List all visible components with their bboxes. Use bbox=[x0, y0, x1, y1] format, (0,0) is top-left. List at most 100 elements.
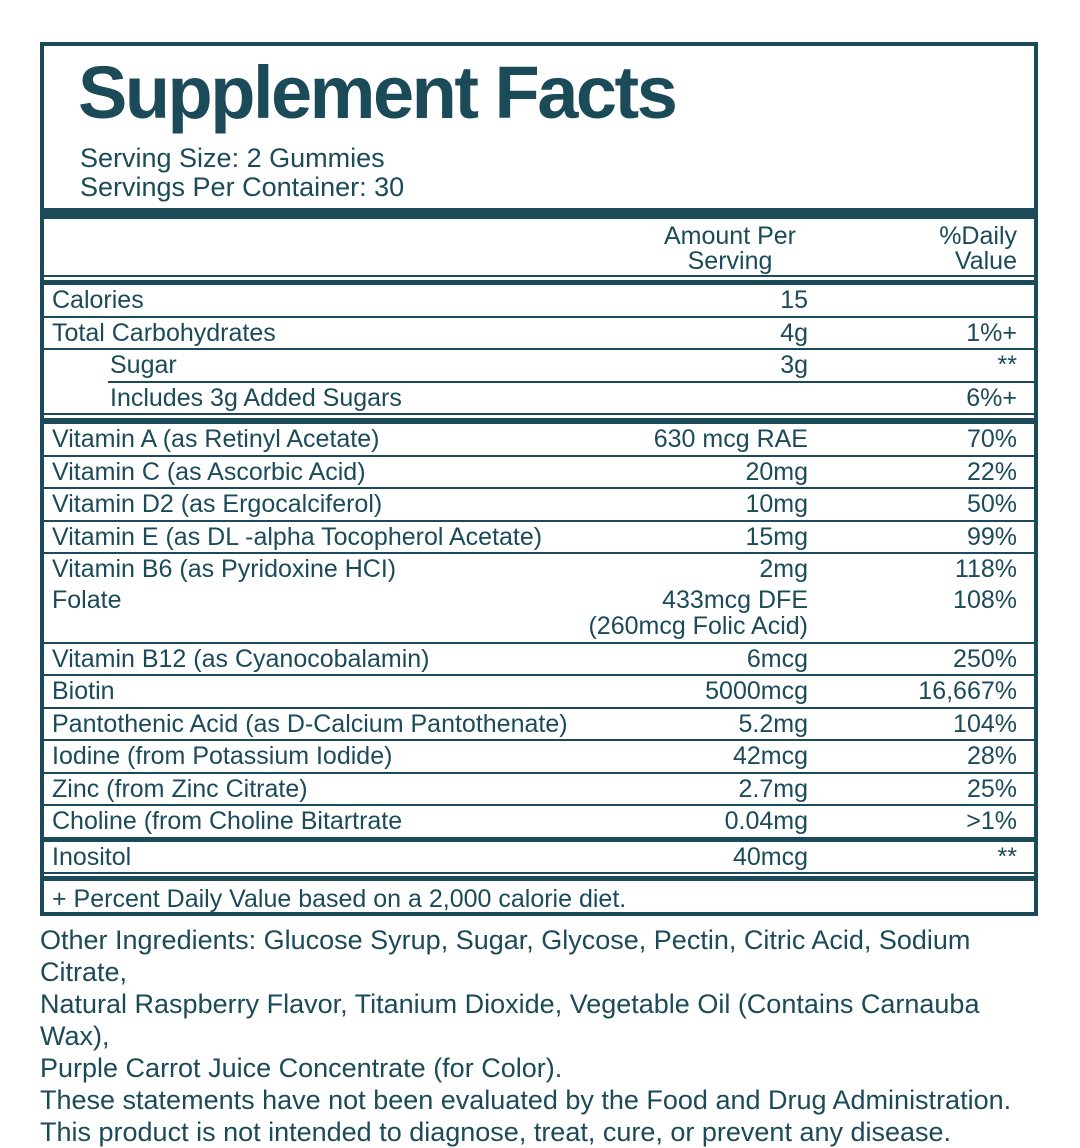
serving-size: Serving Size: 2 Gummies bbox=[80, 143, 385, 173]
nutrient-row: Vitamin C (as Ascorbic Acid) 20mg 22% bbox=[44, 457, 1034, 488]
header-rule-gap bbox=[44, 277, 1034, 280]
row-divider bbox=[44, 836, 1034, 842]
table-header: Amount Per Serving %Daily Value bbox=[44, 219, 1034, 275]
section-divider-bar bbox=[44, 208, 1034, 219]
row-divider bbox=[44, 415, 1034, 418]
fda-disclaimer-text: These statements have not been evaluated… bbox=[40, 1085, 1012, 1147]
nutrient-row: Includes 3g Added Sugars 6%+ bbox=[44, 383, 1034, 414]
row-divider bbox=[44, 454, 1034, 457]
nutrient-name: Pantothenic Acid (as D-Calcium Pantothen… bbox=[52, 709, 568, 738]
nutrient-row: Folate 433mcg DFE (260mcg Folic Acid) 10… bbox=[44, 585, 1034, 642]
nutrient-daily-value: 28% bbox=[966, 742, 1017, 770]
nutrient-row: Vitamin B12 (as Cyanocobalamin) 6mcg 250… bbox=[44, 644, 1034, 675]
nutrient-name: Vitamin B6 (as Pyridoxine HCI) bbox=[52, 555, 397, 583]
nutrient-name: Zinc (from Zinc Citrate) bbox=[52, 774, 308, 803]
nutrient-amount: 433mcg DFE (260mcg Folic Acid) bbox=[588, 585, 808, 640]
nutrient-row: Pantothenic Acid (as D-Calcium Pantothen… bbox=[44, 709, 1034, 740]
nutrient-amount: 6mcg bbox=[746, 644, 808, 673]
nutrient-daily-value: 104% bbox=[953, 709, 1017, 738]
nutrient-row: Vitamin E (as DL -alpha Tocopherol Aceta… bbox=[44, 522, 1034, 553]
nutrient-daily-value: ** bbox=[997, 842, 1017, 871]
nutrient-daily-value: >1% bbox=[966, 807, 1017, 835]
nutrient-name: Includes 3g Added Sugars bbox=[110, 383, 402, 412]
nutrient-daily-value: 99% bbox=[966, 522, 1017, 551]
nutrient-daily-value: 6%+ bbox=[966, 383, 1017, 412]
row-divider bbox=[44, 739, 1034, 741]
nutrient-amount: 630 mcg RAE bbox=[653, 425, 808, 453]
nutrient-amount bbox=[568, 385, 808, 412]
nutrient-amount: 40mcg bbox=[732, 842, 808, 871]
nutrient-row: Vitamin D2 (as Ergocalciferol) 10mg 50% bbox=[44, 489, 1034, 520]
column-header-amount-per-serving: Amount Per Serving bbox=[663, 222, 796, 275]
row-divider bbox=[44, 771, 1034, 774]
nutrient-daily-value bbox=[808, 287, 1017, 314]
nutrient-amount: 5000mcg bbox=[705, 677, 808, 705]
nutrient-name: Vitamin B12 (as Cyanocobalamin) bbox=[52, 644, 430, 673]
nutrient-name: Vitamin A (as Retinyl Acetate) bbox=[52, 425, 380, 453]
row-divider bbox=[44, 418, 1034, 424]
nutrient-name: Folate bbox=[52, 585, 122, 614]
supplement-facts-panel: Supplement Facts Serving Size: 2 Gummies… bbox=[40, 42, 1038, 916]
nutrient-daily-value: 118% bbox=[954, 555, 1017, 583]
nutrient-row: Total Carbohydrates 4g 1%+ bbox=[44, 318, 1034, 349]
nutrient-row: Inositol 40mcg ** bbox=[44, 842, 1034, 873]
row-divider bbox=[44, 674, 1034, 676]
nutrient-amount: 15mg bbox=[745, 522, 808, 551]
other-ingredients-text: Other Ingredients: Glucose Syrup, Sugar,… bbox=[40, 925, 980, 1083]
nutrient-name: Total Carbohydrates bbox=[52, 318, 276, 347]
row-divider bbox=[44, 552, 1034, 554]
nutrient-daily-value: 22% bbox=[966, 457, 1017, 486]
row-divider bbox=[44, 641, 1034, 644]
nutrient-row: Biotin 5000mcg 16,667% bbox=[44, 676, 1034, 707]
row-divider bbox=[44, 706, 1034, 709]
nutrient-amount: 4g bbox=[780, 318, 808, 347]
nutrient-amount: 2mg bbox=[759, 555, 808, 583]
nutrient-row: Vitamin B6 (as Pyridoxine HCI) 2mg 118% bbox=[44, 554, 1034, 585]
nutrient-amount: 0.04mg bbox=[724, 807, 808, 835]
nutrient-daily-value: 50% bbox=[966, 490, 1017, 518]
row-divider bbox=[44, 315, 1034, 318]
nutrient-row: Iodine (from Potassium Iodide) 42mcg 28% bbox=[44, 741, 1034, 772]
below-panel-text: Other Ingredients: Glucose Syrup, Sugar,… bbox=[40, 924, 1054, 1148]
row-divider bbox=[44, 487, 1034, 489]
row-divider bbox=[44, 348, 1034, 350]
nutrient-daily-value: 250% bbox=[953, 644, 1017, 673]
row-divider bbox=[108, 380, 1034, 383]
header-rule-thin bbox=[44, 275, 1034, 277]
nutrient-row: Vitamin A (as Retinyl Acetate) 630 mcg R… bbox=[44, 424, 1034, 455]
nutrient-name: Choline (from Choline Bitartrate bbox=[52, 807, 403, 835]
nutrient-name: Biotin bbox=[52, 677, 115, 705]
nutrient-daily-value: ** bbox=[997, 351, 1017, 379]
nutrient-name: Iodine (from Potassium Iodide) bbox=[52, 742, 393, 770]
row-divider bbox=[44, 804, 1034, 806]
nutrient-amount: 2.7mg bbox=[738, 774, 808, 803]
nutrient-daily-value: 70% bbox=[966, 425, 1017, 453]
page-title: Supplement Facts bbox=[78, 51, 678, 134]
footer-rule-thin bbox=[44, 872, 1034, 874]
nutrient-amount: 5.2mg bbox=[738, 709, 808, 738]
nutrient-amount: 10mg bbox=[745, 490, 808, 518]
nutrient-name: Inositol bbox=[52, 842, 132, 871]
nutrient-daily-value: 16,667% bbox=[918, 677, 1017, 705]
nutrient-row: Choline (from Choline Bitartrate 0.04mg … bbox=[44, 806, 1034, 837]
nutrient-name: Vitamin D2 (as Ergocalciferol) bbox=[52, 490, 383, 518]
header-rule-thick bbox=[44, 280, 1034, 285]
nutrient-daily-value: 1%+ bbox=[966, 318, 1017, 347]
nutrient-daily-value: 108% bbox=[953, 585, 1017, 614]
nutrient-amount: 3g bbox=[780, 351, 808, 379]
column-header-daily-value: %Daily Value bbox=[939, 222, 1017, 275]
nutrient-name: Calories bbox=[52, 286, 144, 314]
footnote-not-established: ** Daily Value not established. bbox=[52, 912, 1026, 916]
nutrient-amount: 15 bbox=[780, 286, 808, 314]
row-divider bbox=[44, 413, 1034, 415]
footer-rule-thick bbox=[44, 876, 1034, 881]
column-header-spacer bbox=[52, 224, 600, 274]
row-divider bbox=[44, 519, 1034, 522]
nutrient-row: Zinc (from Zinc Citrate) 2.7mg 25% bbox=[44, 774, 1034, 805]
nutrient-name: Vitamin C (as Ascorbic Acid) bbox=[52, 457, 366, 486]
nutrient-name: Vitamin E (as DL -alpha Tocopherol Aceta… bbox=[52, 522, 543, 551]
nutrient-name: Sugar bbox=[110, 351, 177, 379]
servings-per-container: Servings Per Container: 30 bbox=[80, 172, 405, 202]
nutrient-row: Sugar 3g ** bbox=[44, 350, 1034, 381]
footnotes: + Percent Daily Value based on a 2,000 c… bbox=[44, 881, 1034, 916]
